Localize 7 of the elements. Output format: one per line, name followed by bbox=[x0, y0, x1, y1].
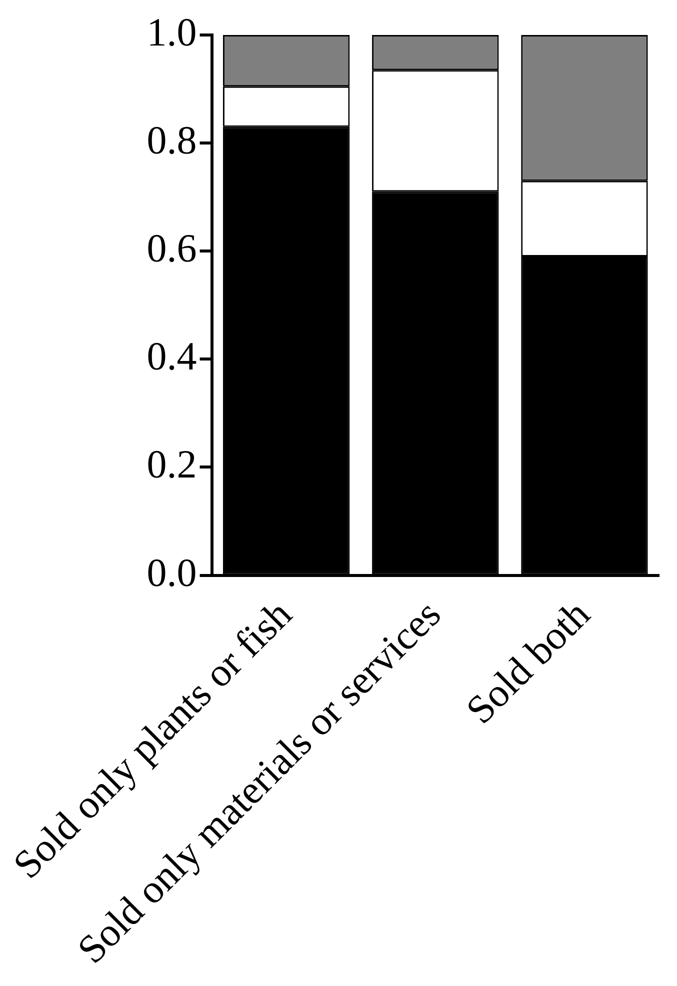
y-tick-label: 0.2 bbox=[146, 442, 197, 487]
x-tick-label: Sold both bbox=[457, 591, 598, 732]
y-tick-label: 0.8 bbox=[146, 118, 197, 163]
y-tick-label: 1.0 bbox=[146, 10, 197, 54]
y-tick-label: 0.6 bbox=[146, 226, 197, 271]
y-tick-label: 0.4 bbox=[146, 334, 197, 379]
y-tick-label: 0.0 bbox=[146, 550, 197, 595]
